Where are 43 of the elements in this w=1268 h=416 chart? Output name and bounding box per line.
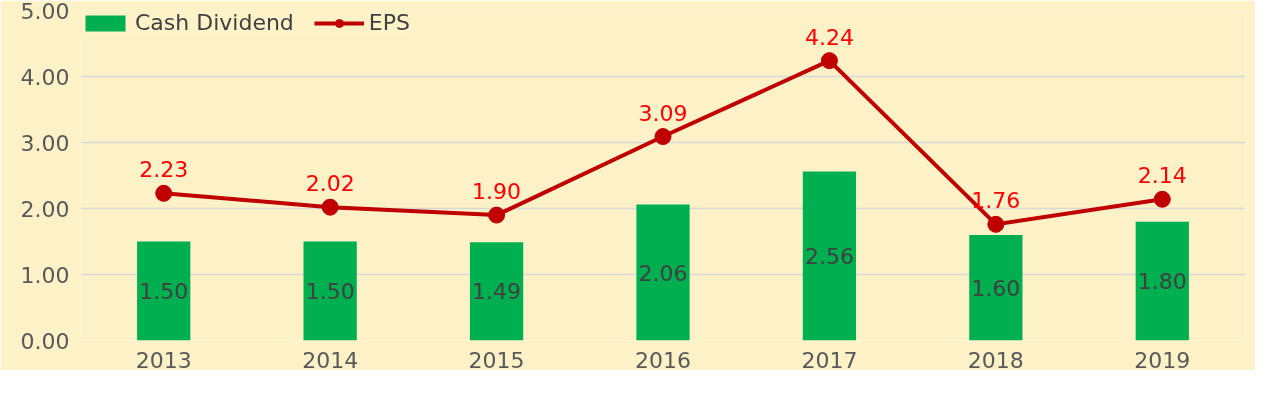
bar xyxy=(303,241,357,341)
data-label: 1.76 xyxy=(971,188,1021,214)
data-label: 1.50 xyxy=(305,279,355,304)
x-tick-label: 2016 xyxy=(635,347,692,373)
data-label: 2.56 xyxy=(804,244,854,270)
bar xyxy=(636,204,690,341)
point xyxy=(1153,190,1171,208)
bar xyxy=(969,234,1023,341)
bar xyxy=(469,242,524,341)
data-label: 4.24 xyxy=(804,24,854,50)
bar xyxy=(137,241,191,341)
data-label: 2.02 xyxy=(305,171,355,197)
x-tick-label: 2019 xyxy=(1134,347,1191,373)
y-tick-label: 5.00 xyxy=(20,0,70,24)
data-label: 2.23 xyxy=(139,157,189,183)
data-label: 3.09 xyxy=(638,100,688,126)
point xyxy=(654,128,672,146)
point xyxy=(987,215,1005,233)
data-label: 1.90 xyxy=(472,179,522,205)
bar xyxy=(1135,221,1189,341)
bar xyxy=(802,171,857,341)
y-tick-label: 2.00 xyxy=(20,196,70,222)
point xyxy=(820,52,838,70)
data-label: 1.60 xyxy=(971,275,1021,301)
x-tick-label: 2018 xyxy=(967,347,1024,373)
point xyxy=(155,184,173,202)
point xyxy=(488,206,506,224)
data-label: 2.06 xyxy=(638,260,688,286)
y-tick-label: 0.00 xyxy=(20,328,70,354)
x-tick-label: 2013 xyxy=(135,347,192,373)
y-tick-label: 3.00 xyxy=(20,130,70,156)
legend-label: EPS xyxy=(368,10,410,35)
x-tick-label: 2014 xyxy=(302,347,359,373)
x-tick-label: 2015 xyxy=(468,347,525,373)
data-label: 1.49 xyxy=(472,279,522,305)
legend-label: Cash Dividend xyxy=(135,10,294,35)
x-tick-label: 2017 xyxy=(801,347,858,373)
data-label: 2.14 xyxy=(1137,163,1187,189)
data-label: 1.50 xyxy=(139,279,189,304)
y-tick-label: 1.00 xyxy=(20,262,70,288)
y-tick-label: 4.00 xyxy=(20,64,70,90)
data-label: 1.80 xyxy=(1137,269,1187,295)
point xyxy=(321,198,339,216)
